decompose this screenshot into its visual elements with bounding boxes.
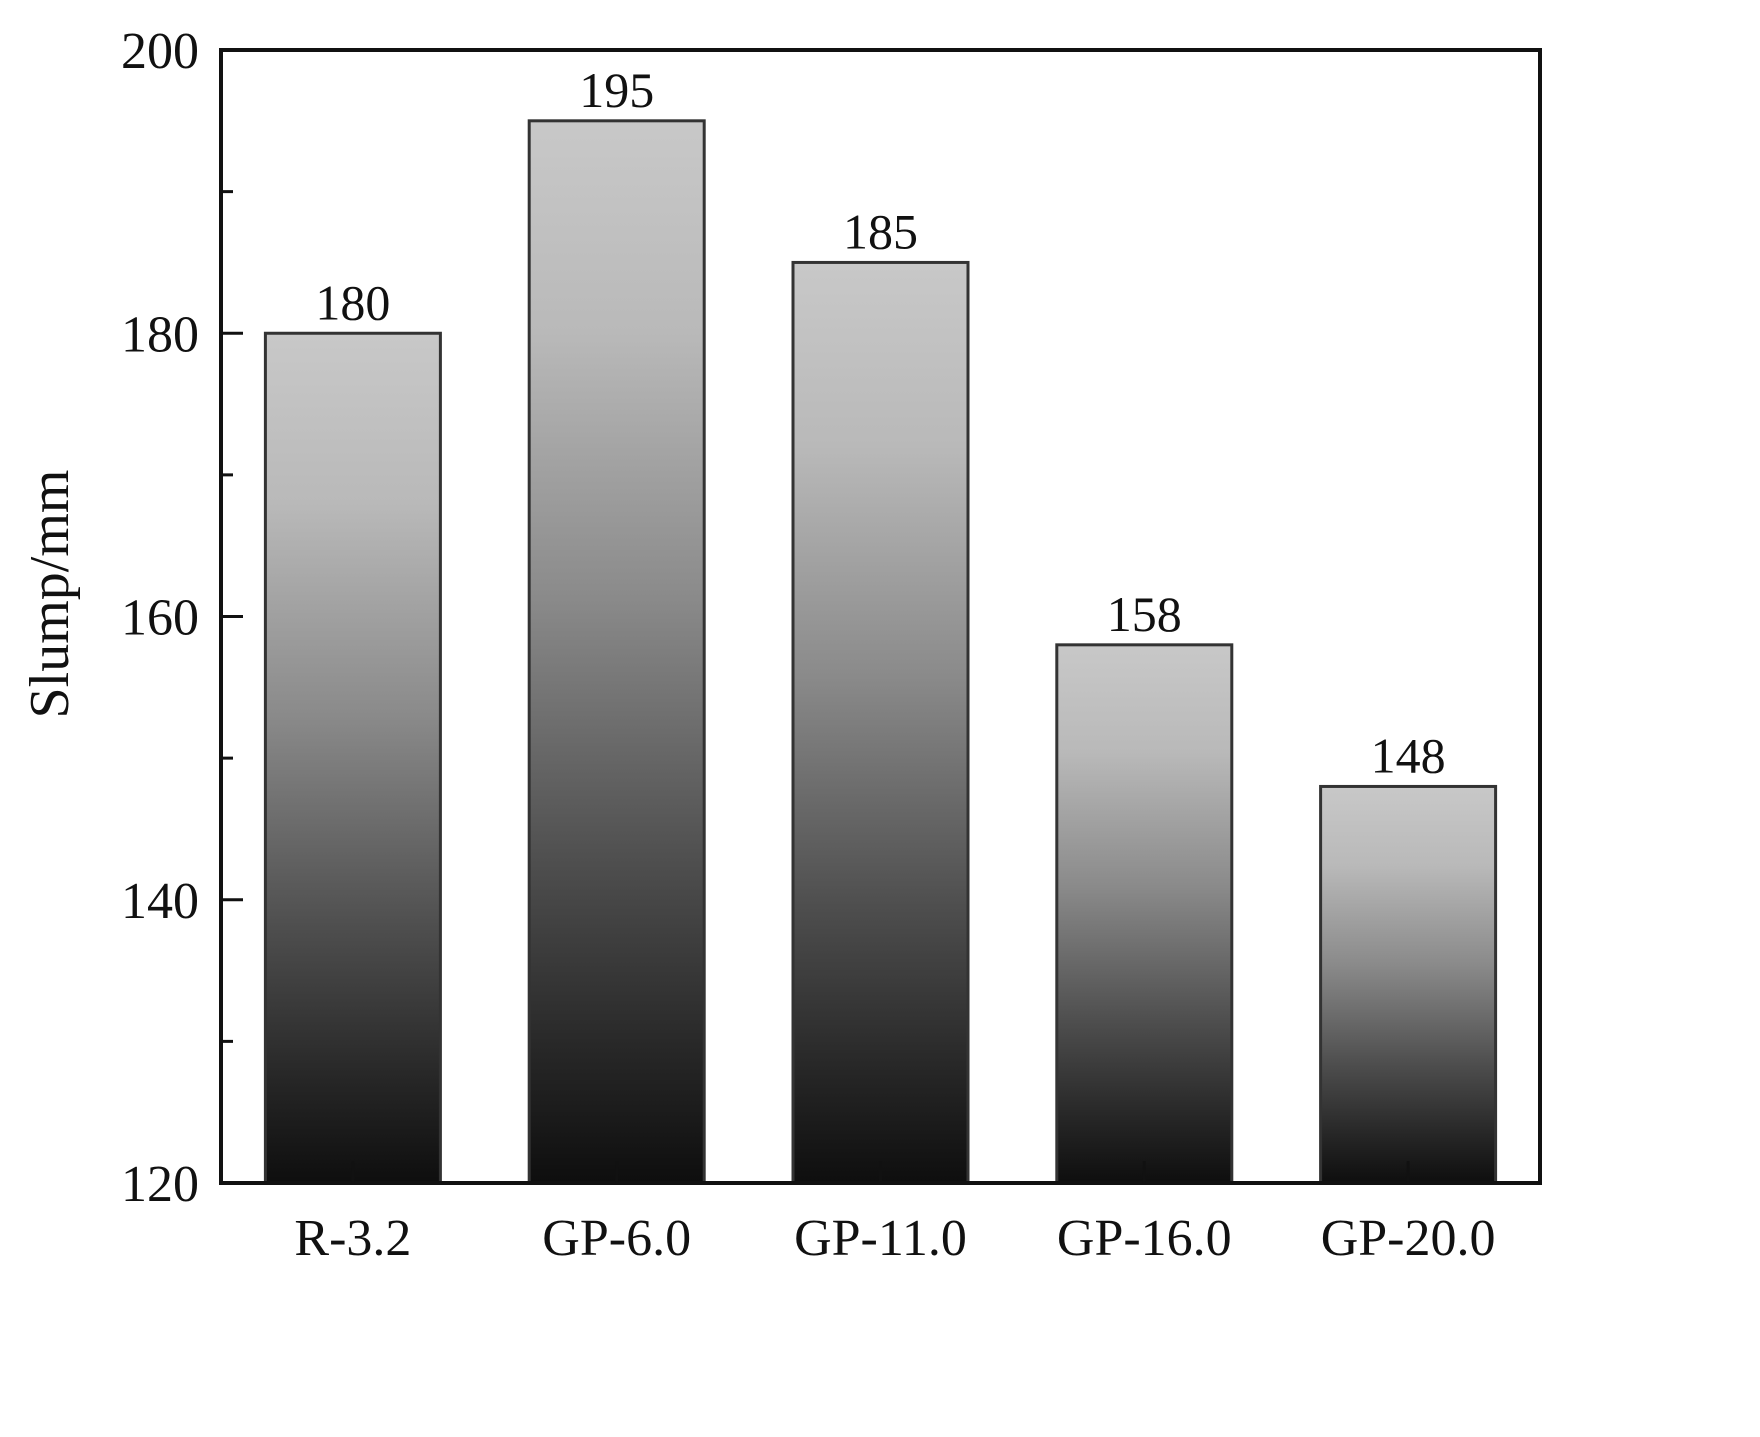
bar xyxy=(1319,784,1498,1185)
y-tick-label: 180 xyxy=(121,306,199,363)
x-tick-label: GP-20.0 xyxy=(1321,1210,1496,1267)
x-axis: R-3.2 GP-6.0 GP-11.0 GP-16.0 GP-20.0 xyxy=(294,1161,1495,1267)
bar-value-label: 185 xyxy=(843,203,918,259)
bar-value-label: 195 xyxy=(579,62,654,118)
x-tick-label: R-3.2 xyxy=(294,1210,411,1267)
x-tick-label: GP-11.0 xyxy=(794,1210,967,1267)
bar-value-label: 148 xyxy=(1371,727,1446,783)
bar-value-label: 180 xyxy=(315,274,390,330)
bar xyxy=(791,260,970,1185)
y-tick-label: 140 xyxy=(121,873,199,930)
bar xyxy=(1055,643,1234,1185)
y-tick-label: 120 xyxy=(121,1156,199,1213)
x-tick-label: GP-16.0 xyxy=(1057,1210,1232,1267)
bar xyxy=(263,331,442,1185)
plot-area: 180 195 185 158 148 xyxy=(263,62,1498,1185)
y-tick-label: 200 xyxy=(121,23,199,80)
x-tick-label: GP-6.0 xyxy=(542,1210,691,1267)
bar-value-label: 158 xyxy=(1107,586,1182,642)
y-axis-title: Slump/mm xyxy=(19,470,81,719)
y-tick-label: 160 xyxy=(121,590,199,647)
bar xyxy=(527,119,706,1185)
